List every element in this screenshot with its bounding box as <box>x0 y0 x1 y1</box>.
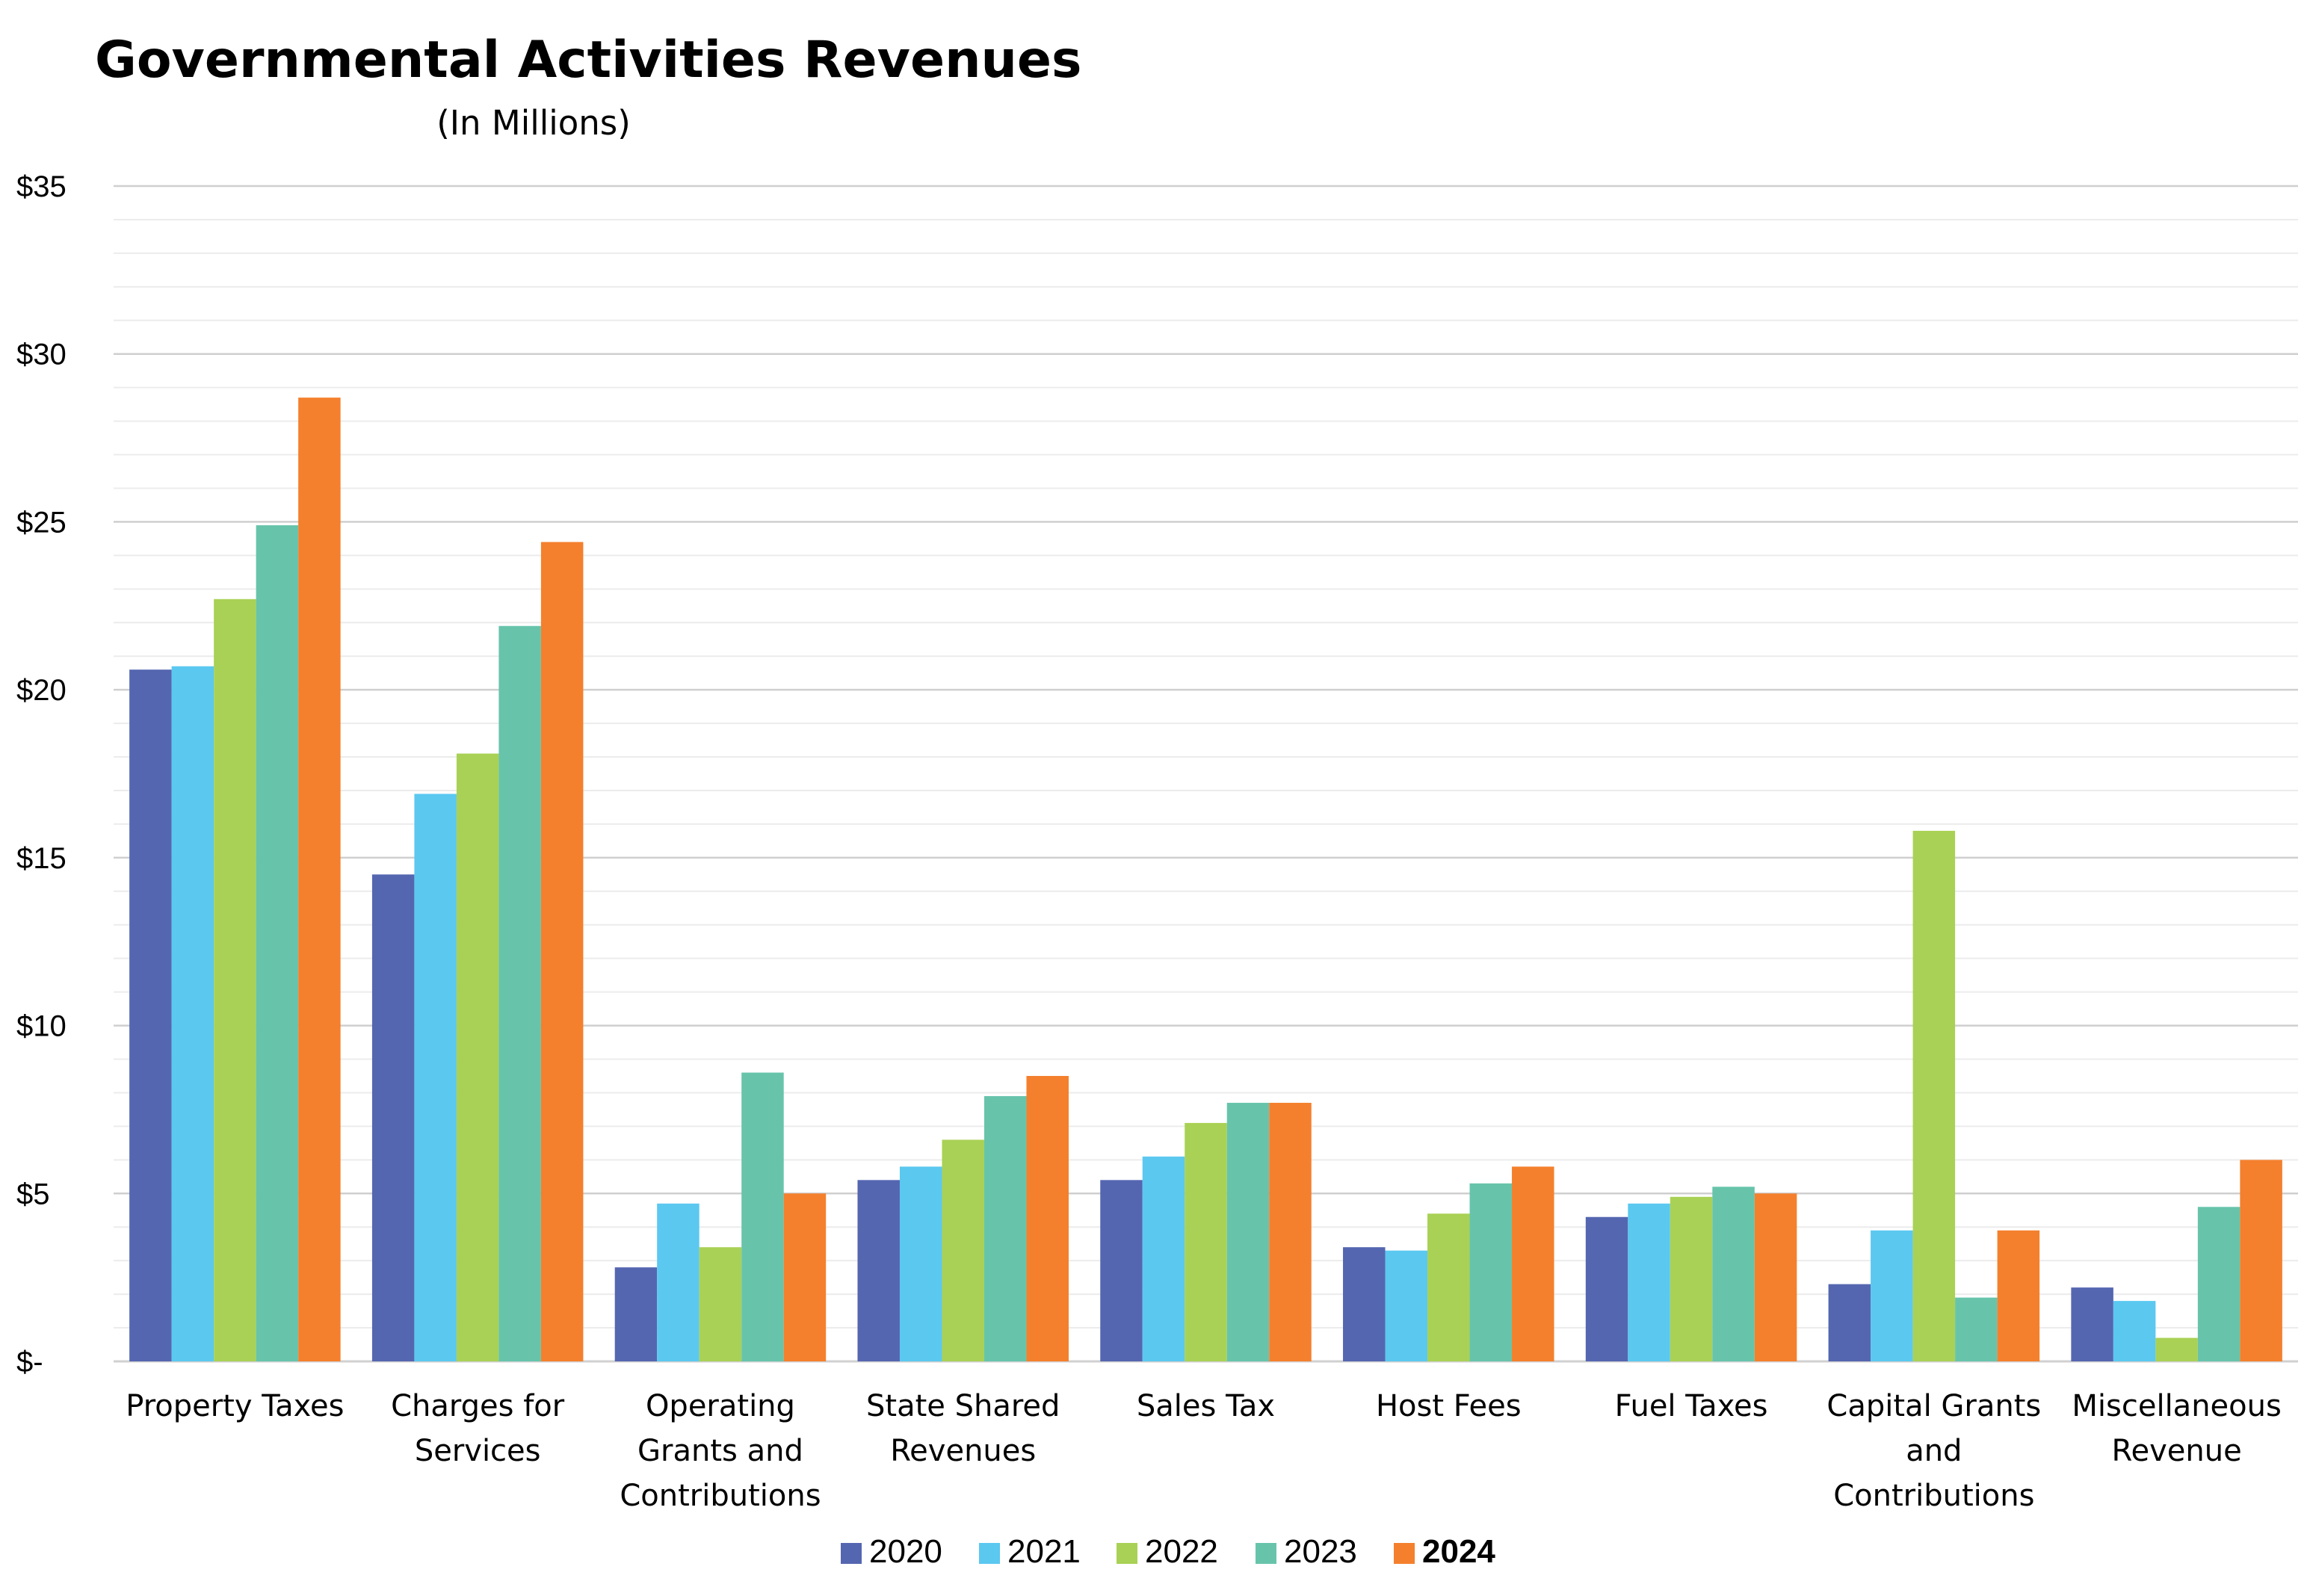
bar-2020 <box>614 1267 658 1361</box>
bar-2024 <box>298 398 341 1361</box>
legend-swatch <box>1256 1543 1276 1564</box>
bar-2022 <box>2155 1337 2198 1361</box>
bar-2020 <box>371 874 415 1361</box>
bar-2024 <box>540 542 584 1361</box>
bar-2021 <box>1871 1230 1913 1361</box>
legend-label: 2022 <box>1145 1533 1218 1570</box>
bar-2024 <box>1512 1166 1554 1361</box>
chart-subtitle: (In Millions) <box>436 103 631 143</box>
legend-item-2022: 2022 <box>1117 1533 1218 1570</box>
bar-2023 <box>2197 1207 2241 1361</box>
x-tick-label: Property Taxes <box>126 1389 344 1423</box>
bar-2024 <box>1269 1102 1312 1361</box>
x-tick-label: Capital Grants and Contributions <box>1826 1389 2041 1513</box>
legend-label: 2024 <box>1422 1533 1495 1570</box>
bar-2022 <box>1185 1122 1227 1361</box>
x-tick-label: State Shared Revenues <box>866 1389 1060 1468</box>
bar-2020 <box>1343 1247 1386 1361</box>
bar-2021 <box>171 666 214 1361</box>
bar-2021 <box>414 794 457 1361</box>
legend-label: 2020 <box>869 1533 942 1570</box>
y-tick-label: $20 <box>16 674 67 707</box>
bar-2023 <box>1226 1102 1270 1361</box>
legend: 2020 2021 2022 2023 2024 <box>841 1533 1495 1570</box>
x-tick-label: Charges for Services <box>391 1389 565 1468</box>
bar-2024 <box>783 1193 827 1361</box>
legend-swatch <box>979 1543 1000 1564</box>
bar-2020 <box>857 1180 900 1361</box>
bar-2021 <box>899 1166 942 1361</box>
x-tick-label: Miscellaneous Revenue <box>2072 1389 2281 1468</box>
bar-2024 <box>1997 1230 2040 1361</box>
legend-swatch <box>841 1543 862 1564</box>
bar-2022 <box>1912 830 1956 1361</box>
bar-2020 <box>1828 1284 1871 1361</box>
bar-2023 <box>256 525 299 1361</box>
bar-2023 <box>1469 1183 1513 1361</box>
bar-2020 <box>2071 1287 2113 1361</box>
bar-2024 <box>2240 1160 2282 1361</box>
legend-item-2024: 2024 <box>1394 1533 1495 1570</box>
bar-2022 <box>214 598 256 1361</box>
bar-2022 <box>942 1139 984 1361</box>
bar-2023 <box>1712 1187 1755 1361</box>
x-tick-label: Operating Grants and Contributions <box>620 1389 821 1513</box>
x-tick-label: Fuel Taxes <box>1615 1389 1768 1423</box>
bar-2021 <box>1385 1250 1428 1361</box>
y-tick-label: $5 <box>16 1178 50 1210</box>
y-tick-label: $15 <box>16 842 67 875</box>
bar-2022 <box>1427 1213 1470 1361</box>
y-tick-label: $35 <box>16 170 67 203</box>
bar-2022 <box>699 1247 742 1361</box>
y-tick-label: $30 <box>16 338 67 371</box>
y-tick-label: $10 <box>16 1010 67 1043</box>
legend-swatch <box>1394 1543 1415 1564</box>
bar-2021 <box>2113 1301 2156 1361</box>
legend-item-2020: 2020 <box>841 1533 942 1570</box>
bar-2021 <box>657 1203 700 1361</box>
bar-2022 <box>456 753 499 1361</box>
y-tick-label: $25 <box>16 506 67 539</box>
bar-2021 <box>1628 1203 1670 1361</box>
bar-2021 <box>1142 1156 1185 1361</box>
x-tick-label: Sales Tax <box>1137 1389 1275 1423</box>
bar-2023 <box>741 1072 784 1361</box>
bar-2020 <box>1100 1180 1143 1361</box>
bar-2024 <box>1754 1193 1797 1361</box>
bar-2020 <box>129 669 172 1361</box>
x-axis: Property Taxes Charges for Services Operati… <box>126 1389 2282 1513</box>
legend-item-2021: 2021 <box>979 1533 1081 1570</box>
plot-area <box>129 398 2282 1361</box>
bar-2020 <box>1585 1216 1628 1361</box>
bar-2023 <box>498 625 541 1361</box>
legend-label: 2021 <box>1007 1533 1081 1570</box>
bar-2024 <box>1026 1075 1069 1361</box>
bar-2023 <box>983 1095 1027 1361</box>
bar-2022 <box>1670 1196 1713 1361</box>
y-tick-label: $- <box>16 1346 43 1379</box>
bar-2023 <box>1955 1297 1998 1361</box>
legend-label: 2023 <box>1284 1533 1357 1570</box>
chart-title: Governmental Activities Revenues <box>95 31 1082 90</box>
x-tick-label: Host Fees <box>1376 1389 1522 1423</box>
legend-swatch <box>1117 1543 1137 1564</box>
legend-item-2023: 2023 <box>1256 1533 1357 1570</box>
